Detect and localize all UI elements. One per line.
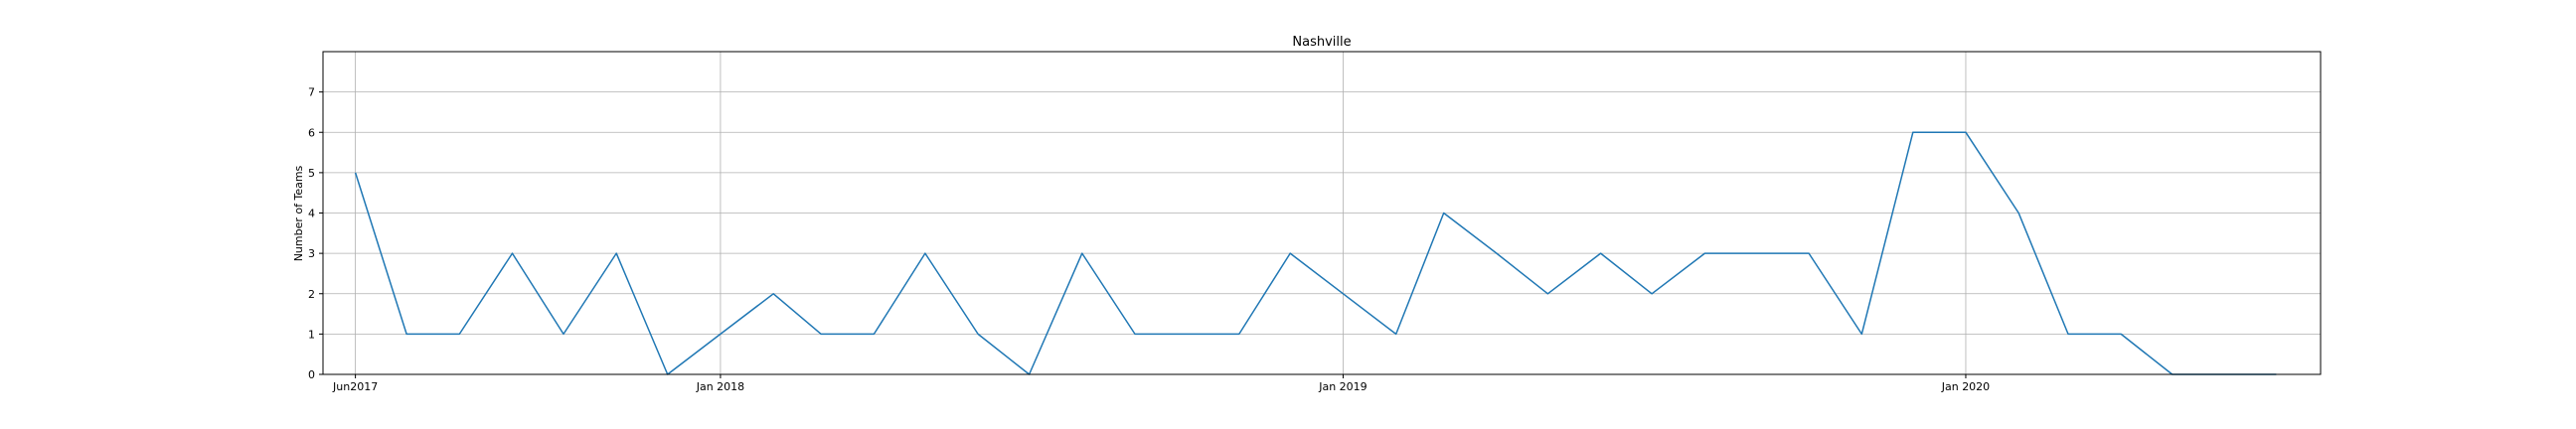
x-tick-label: Jan 2020 (1941, 380, 1990, 393)
y-tick-label: 1 (308, 328, 315, 341)
y-tick-label: 5 (308, 167, 315, 180)
series-line (354, 131, 2277, 375)
series-group (354, 131, 2277, 375)
y-tick-label: 2 (308, 288, 315, 301)
y-tick-label: 4 (308, 208, 315, 220)
y-tick-label: 3 (308, 247, 315, 260)
x-tick-label: Jun2017 (332, 380, 378, 393)
chart-title: Nashville (1292, 35, 1351, 50)
x-tick-label: Jan 2019 (1318, 380, 1367, 393)
y-tick-label: 7 (308, 86, 315, 99)
y-axis: 0 1 2 3 4 5 6 7 (308, 86, 323, 381)
x-tick-label: Jan 2018 (696, 380, 744, 393)
y-axis-label: Number of Teams (292, 165, 305, 261)
y-tick-label: 0 (308, 368, 315, 381)
grid (323, 52, 2321, 375)
x-axis: Jun2017 Jan 2018 Jan 2019 Jan 2020 (332, 374, 1990, 393)
y-tick-label: 6 (308, 126, 315, 139)
